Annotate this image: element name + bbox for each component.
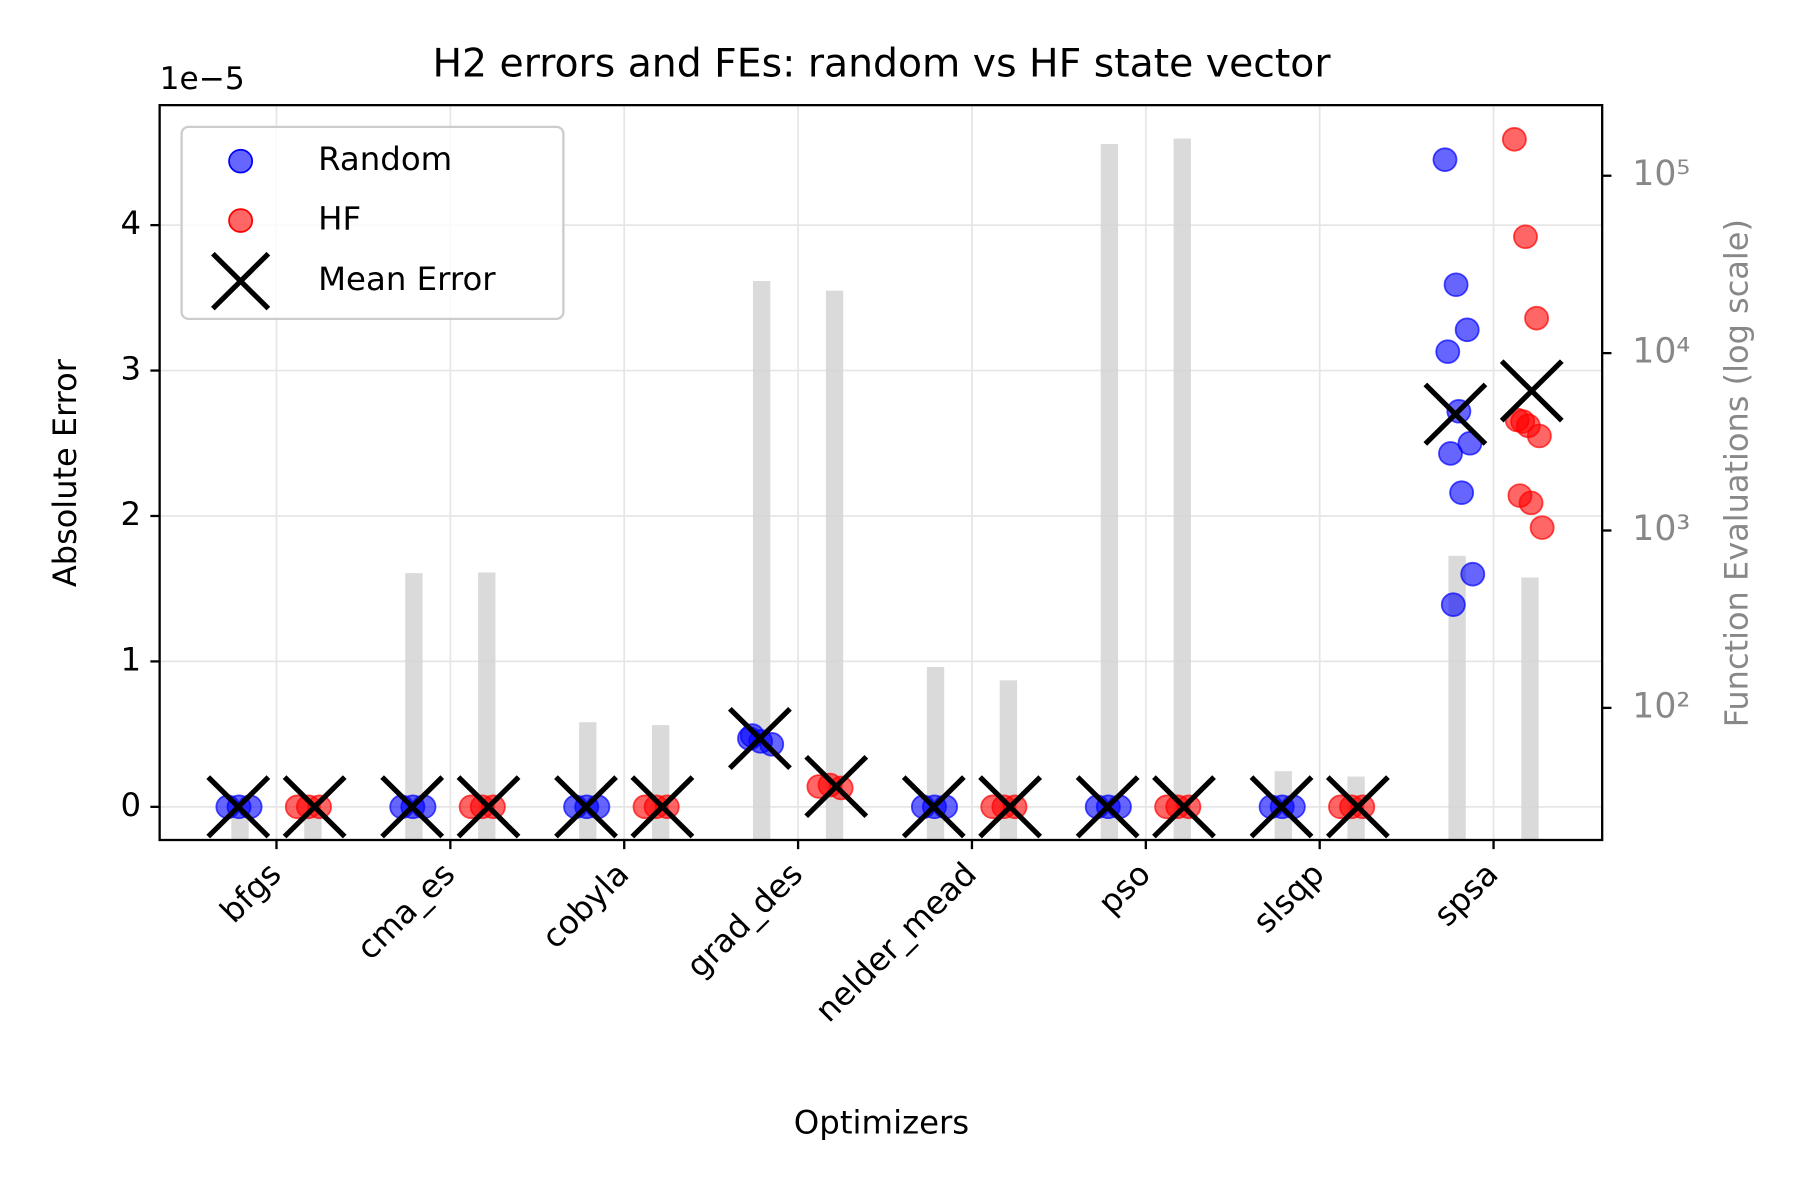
data-point <box>1280 794 1306 820</box>
mean-marker <box>456 775 521 839</box>
mean-marker <box>1249 775 1314 839</box>
x-tick-label: slsqp <box>1245 855 1331 940</box>
legend-marker <box>211 251 271 311</box>
legend-marker <box>228 208 254 233</box>
mean-marker <box>1499 359 1564 423</box>
fe-bar <box>651 725 670 840</box>
mean-marker <box>554 775 618 839</box>
y-tick-label: 3 <box>121 350 142 388</box>
fe-bar <box>1100 143 1119 841</box>
y-tick-label: 1 <box>121 641 142 679</box>
data-point <box>1176 794 1202 820</box>
mean-marker <box>1152 775 1216 839</box>
legend-label: Random <box>318 140 452 178</box>
y-axis-label: Absolute Error <box>46 358 84 587</box>
data-point <box>1432 147 1458 172</box>
mean-marker <box>630 775 695 839</box>
fe-bar <box>231 814 249 840</box>
y-tick-label: 2 <box>121 495 142 533</box>
data-point <box>1529 515 1555 540</box>
fe-bar <box>1448 555 1466 840</box>
data-point <box>1460 561 1486 587</box>
data-point <box>1454 317 1480 343</box>
legend-box <box>180 125 565 320</box>
data-point <box>1501 127 1527 152</box>
data-point <box>1518 490 1544 516</box>
fe-bar <box>405 573 423 840</box>
data-point <box>1438 441 1463 466</box>
y2-tick-label: 10³ <box>1632 509 1690 549</box>
fe-bar <box>579 722 597 840</box>
x-tick-label: grad_des <box>679 855 811 985</box>
fe-bar <box>825 290 844 840</box>
fe-bar <box>1173 138 1191 841</box>
y2-tick-label: 10⁵ <box>1632 154 1690 194</box>
legend-label: HF <box>318 200 361 238</box>
x-tick-label: spsa <box>1426 855 1505 934</box>
mean-marker <box>727 706 792 771</box>
data-point <box>585 794 611 820</box>
data-point <box>1350 794 1376 820</box>
data-point <box>1513 224 1538 250</box>
mean-marker <box>282 775 347 839</box>
y2-tick-label: 10⁴ <box>1632 332 1690 372</box>
mean-marker <box>978 775 1043 839</box>
data-point <box>237 794 263 820</box>
data-point <box>307 794 332 820</box>
data-point <box>1107 794 1132 820</box>
plot-frame <box>158 104 1604 842</box>
x-axis-label: Optimizers <box>794 1104 969 1142</box>
data-point <box>411 794 437 820</box>
mean-marker <box>1325 775 1390 839</box>
mean-marker <box>804 754 869 819</box>
y2-axis-label: Function Evaluations (log scale) <box>1718 219 1756 727</box>
fe-bar <box>478 572 496 840</box>
data-point <box>1435 339 1461 364</box>
fe-bar <box>752 281 771 840</box>
data-point <box>654 794 680 820</box>
data-point <box>1443 272 1469 298</box>
data-point <box>480 794 506 820</box>
legend-label: Mean Error <box>318 260 496 298</box>
mean-marker <box>1423 382 1488 446</box>
mean-marker <box>1075 775 1140 839</box>
y-tick-label: 4 <box>121 204 142 242</box>
y-tick-label: 0 <box>121 786 142 824</box>
fe-bar <box>304 814 322 840</box>
data-point <box>1002 794 1028 820</box>
x-tick-label: pso <box>1090 855 1158 922</box>
fe-bar <box>1521 577 1539 840</box>
x-tick-label: cma_es <box>349 855 462 967</box>
y2-tick-label: 10² <box>1632 687 1690 727</box>
data-point <box>1510 409 1536 434</box>
x-tick-label: bfgs <box>212 855 288 930</box>
data-point <box>1524 305 1550 331</box>
x-tick-label: cobyla <box>534 855 636 956</box>
data-point <box>1526 423 1552 449</box>
data-point <box>1440 592 1466 617</box>
legend-marker <box>228 148 254 174</box>
chart-title: H2 errors and FEs: random vs HF state ve… <box>432 42 1331 87</box>
data-point <box>1449 480 1475 505</box>
mean-marker <box>901 775 966 839</box>
mean-marker <box>380 775 445 839</box>
offset-label: 1e−5 <box>160 61 245 97</box>
data-point <box>933 794 959 820</box>
mean-marker <box>206 775 271 839</box>
x-tick-label: nelder_mead <box>808 855 984 1029</box>
